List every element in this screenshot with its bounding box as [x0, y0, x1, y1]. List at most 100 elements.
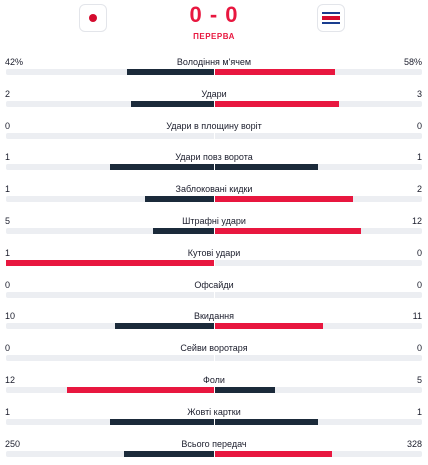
stat-home-value: 42%: [5, 57, 24, 67]
stat-bar-center: [214, 323, 215, 330]
stat-home-value: 10: [5, 311, 16, 322]
stat-label: Всього передач: [181, 438, 247, 449]
stat-bar-track: [6, 450, 422, 457]
stat-bar-center: [214, 164, 215, 171]
stat-bar-track: [6, 132, 422, 139]
stat-bar-track: [6, 196, 422, 203]
costa-rica-flag-icon: [322, 12, 340, 24]
stat-away-value: 5: [416, 374, 422, 385]
stat-label: Жовті картки: [187, 406, 241, 417]
stat-bar-home: [144, 196, 214, 203]
japan-flag-icon: [84, 12, 102, 24]
stat-row: 2 Удари 3: [0, 82, 428, 114]
stat-row: 1 Жовті картки 1: [0, 400, 428, 432]
stat-away-value: 2: [416, 184, 422, 195]
match-score: 0 - 0: [189, 2, 239, 27]
stat-bar-track: [6, 291, 422, 298]
stat-away-value: 3: [416, 88, 422, 99]
stat-row: 0 Сейви воротаря 0: [0, 336, 428, 368]
stat-away-value: 11: [412, 311, 422, 322]
stat-bar-away: [214, 100, 339, 107]
stat-away-value: 0: [416, 343, 422, 354]
stat-bar-track: [6, 227, 422, 234]
stat-bar-center: [214, 355, 215, 362]
stat-home-value: 12: [5, 374, 16, 385]
stat-home-value: 1: [5, 184, 11, 195]
stat-bar-home: [152, 227, 214, 234]
stat-home-value: 1: [5, 406, 11, 417]
stat-away-value: 0: [416, 279, 422, 290]
stat-bar-track: [6, 164, 422, 171]
stat-bar-home: [126, 69, 214, 75]
stat-bar-center: [214, 132, 215, 139]
stat-home-value: 0: [5, 279, 11, 290]
stat-bar-away: [214, 418, 318, 425]
stat-row: 5 Штрафні удари 12: [0, 209, 428, 241]
stat-bar-home: [110, 164, 214, 171]
stat-label: Вкидання: [193, 311, 235, 322]
stat-label: Кутові удари: [187, 247, 241, 258]
home-team-flag[interactable]: [79, 4, 107, 32]
stat-bar-away: [214, 323, 323, 330]
stat-bar-center: [214, 418, 215, 425]
stat-bar-track: [6, 418, 422, 425]
stat-home-value: 1: [5, 152, 11, 163]
stat-away-value: 328: [406, 438, 422, 449]
stat-label: Заблоковані кидки: [175, 184, 253, 195]
stat-home-value: 250: [5, 438, 21, 449]
stat-label: Удари повз ворота: [175, 152, 253, 163]
stat-bar-track: [6, 100, 422, 107]
stat-away-value: 12: [411, 215, 422, 226]
stat-label: Сейви воротаря: [180, 343, 248, 354]
stat-bar-home: [114, 323, 214, 330]
stat-home-value: 1: [5, 247, 11, 258]
stat-bar-center: [214, 227, 215, 234]
stat-row: 1 Удари повз ворота 1: [0, 145, 428, 177]
stat-row: 1 Кутові удари 0: [0, 241, 428, 273]
stats-list: 42% Володіння м'ячем 58% 2 Удари 3 0 Удари в пл…: [0, 50, 428, 463]
stat-label: Офсайди: [194, 279, 234, 290]
stat-row: 0 Удари в площину воріт 0: [0, 114, 428, 146]
stat-bar-away: [214, 386, 276, 393]
stat-row: 42% Володіння м'ячем 58%: [0, 50, 428, 82]
away-team-flag[interactable]: [317, 4, 345, 32]
stat-row: 12 Фоли 5: [0, 368, 428, 400]
stat-bar-away: [214, 196, 353, 203]
stat-bar-home: [6, 259, 214, 266]
stat-row: 10 Вкидання 11: [0, 304, 428, 336]
stat-bar-track: [6, 259, 422, 266]
stat-bar-away: [214, 164, 318, 171]
stat-row: 1 Заблоковані кидки 2: [0, 177, 428, 209]
stat-bar-track: [6, 323, 422, 330]
stat-home-value: 0: [5, 120, 11, 131]
stat-away-value: 58%: [403, 57, 422, 67]
stat-bar-away: [214, 450, 333, 457]
stat-bar-center: [214, 69, 215, 75]
stat-home-value: 2: [5, 88, 11, 99]
stat-away-value: 1: [416, 406, 422, 417]
stat-row: 0 Офсайди 0: [0, 273, 428, 305]
match-status: ПЕРЕРВА: [193, 32, 235, 41]
stat-bar-track: [6, 69, 422, 75]
stat-away-value: 0: [416, 247, 422, 258]
stat-bar-home: [124, 450, 214, 457]
stat-label: Володіння м'ячем: [176, 57, 252, 67]
stat-bar-center: [214, 450, 215, 457]
stat-label: Удари: [201, 88, 227, 99]
stat-label: Штрафні удари: [182, 215, 246, 226]
stat-bar-track: [6, 355, 422, 362]
match-header: 0 - 0 ПЕРЕРВА: [0, 0, 428, 56]
stat-bar-away: [214, 227, 361, 234]
stat-bar-home: [110, 418, 214, 425]
stat-home-value: 5: [5, 215, 11, 226]
stat-bar-track: [6, 386, 422, 393]
stat-label: Удари в площину воріт: [166, 120, 262, 131]
stat-away-value: 1: [416, 152, 422, 163]
stat-bar-center: [214, 259, 215, 266]
stat-bar-home: [130, 100, 214, 107]
stat-label: Фоли: [203, 374, 225, 385]
stat-bar-center: [214, 291, 215, 298]
stat-bar-center: [214, 196, 215, 203]
stat-row: 250 Всього передач 328: [0, 432, 428, 464]
stat-away-value: 0: [416, 120, 422, 131]
